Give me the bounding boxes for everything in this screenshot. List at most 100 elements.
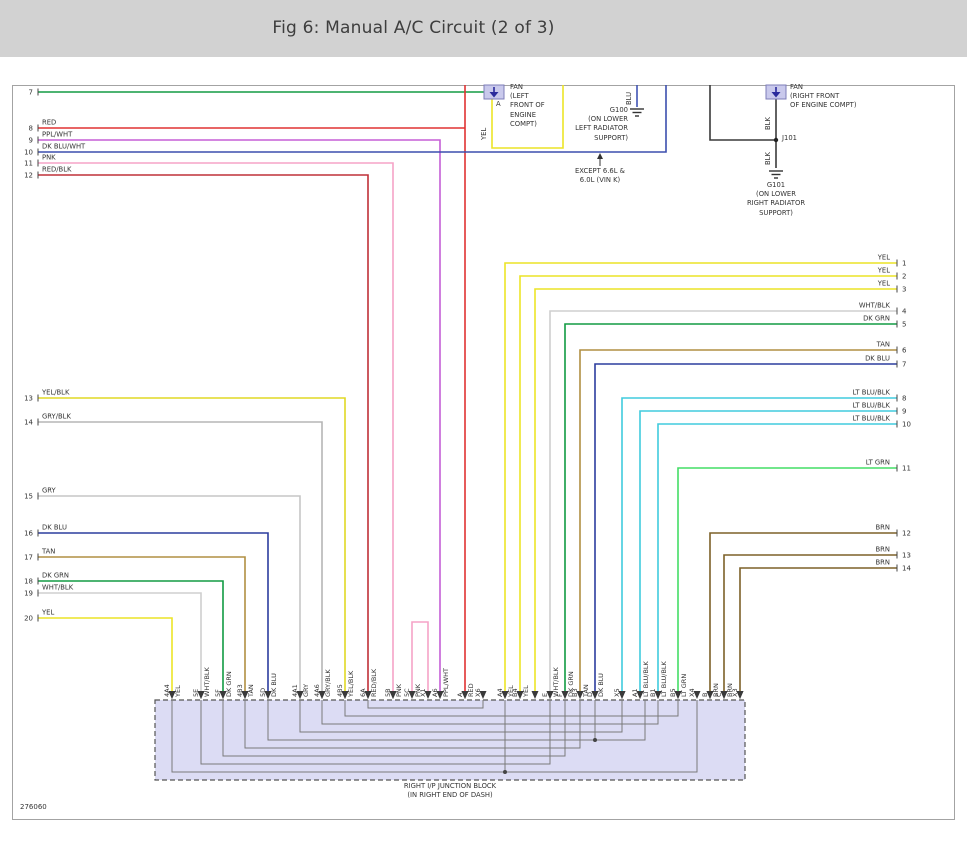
component-label-line: (ON LOWER: [588, 115, 628, 124]
wire-number: 9: [29, 137, 33, 145]
pin-arrow: [389, 691, 397, 699]
pin-id-label: 4A6: [313, 684, 321, 697]
component-label-line: EXCEPT 6.6L &: [575, 167, 625, 175]
wire-color-label: DK BLU: [42, 524, 67, 532]
junction-internal-wire: [321, 700, 659, 725]
pin-arrow: [736, 691, 744, 699]
pin-arrow: [720, 691, 728, 699]
pin-color-label: LT BLU/BLK: [660, 660, 668, 697]
pin-arrow: [296, 691, 304, 699]
wire-color-label: LT BLU/BLK: [853, 415, 891, 423]
wire-color-label: BRN: [876, 546, 890, 554]
wire-right-4: [549, 310, 897, 693]
g101-label: G101 (ON LOWER RIGHT RADIATOR SUPPORT): [736, 181, 816, 218]
component-label-line: LEFT RADIATOR: [575, 124, 628, 133]
pin-arrow: [591, 691, 599, 699]
pin-color-label: LT BLU/BLK: [642, 660, 650, 697]
pin-id-label: X4: [688, 688, 696, 697]
wire-right-3: [534, 288, 897, 693]
pin-id-label: 5D: [259, 688, 267, 697]
pin-color-label: PNK: [395, 683, 403, 697]
wire-number: 12: [24, 172, 33, 180]
wire-number: 12: [902, 530, 911, 538]
pin-arrow: [636, 691, 644, 699]
pin-arrow: [436, 691, 444, 699]
g100-label: G100 (ON LOWER LEFT RADIATOR SUPPORT): [556, 106, 628, 143]
component-label-line: (LEFT: [510, 92, 529, 101]
except-note-arrow: [597, 153, 603, 159]
pin-id-label: A: [456, 692, 464, 697]
pin-color-label: YEL: [174, 685, 182, 698]
pin-id-label: 6A: [359, 688, 367, 697]
component-label-line: FAN: [510, 83, 524, 91]
wire-left-9: [38, 139, 441, 693]
wire-color-label: WHT/BLK: [859, 302, 891, 310]
wire-right-12: [709, 532, 897, 693]
pin-arrow: [531, 691, 539, 699]
pin-id-label: 5F: [214, 689, 222, 697]
pin-color-label: DK BLU: [597, 673, 605, 697]
wire-color-label: RED/BLK: [42, 166, 72, 174]
pin-id-label: B4: [511, 688, 519, 697]
wire-number: 5: [902, 321, 906, 329]
wire-right-9: [639, 410, 897, 693]
component-label-line: RIGHT RADIATOR: [746, 199, 806, 208]
wire-right-1: [504, 262, 897, 693]
wire-color-label: RED: [42, 119, 56, 127]
wire-number: 16: [24, 530, 33, 538]
wire-right-5: [564, 323, 897, 693]
wire-number: 2: [902, 273, 906, 281]
pin-arrow: [241, 691, 249, 699]
pin-id-label: X5: [613, 688, 621, 697]
pin-arrow: [219, 691, 227, 699]
junction-dot: [593, 738, 597, 742]
wire-left-16: [38, 532, 269, 693]
wire-number: 7: [29, 89, 33, 97]
pin-arrow: [408, 691, 416, 699]
wire-number: 7: [902, 361, 906, 369]
pin-arrow: [168, 691, 176, 699]
wire-color-label: DK BLU/WHT: [42, 143, 86, 151]
wire-color-label: LT BLU/BLK: [853, 402, 891, 410]
pin-color-label: BRN: [726, 683, 734, 697]
wire-color-label: YEL: [877, 254, 890, 262]
pin-arrow: [516, 691, 524, 699]
pin-arrow: [561, 691, 569, 699]
wire-color-label: GRY: [42, 487, 57, 495]
wire-right-14: [739, 567, 897, 693]
pin-arrow: [424, 691, 432, 699]
wire-number: 18: [24, 578, 33, 586]
wire-left-14: [38, 421, 323, 693]
fan-arrow-icon: [489, 92, 499, 98]
wire-right-8: [621, 397, 897, 693]
pin-color-label: BRN: [712, 683, 720, 697]
wire-number: 13: [24, 395, 33, 403]
wire-number: 14: [902, 565, 911, 573]
wire-color-label: PPL/WHT: [42, 131, 73, 139]
pin-id-label: X6: [474, 688, 482, 697]
junction-dot: [503, 770, 507, 774]
component-label-line: RIGHT I/P JUNCTION BLOCK: [403, 782, 497, 790]
pnk-jumper-wire: [411, 621, 429, 693]
figure-number: 276060: [20, 803, 47, 811]
wire-left-15: [38, 495, 301, 693]
pin-arrow: [501, 691, 509, 699]
junction-internal-wire: [171, 700, 698, 773]
wire-color-label-vertical: YEL: [480, 128, 488, 141]
component-label-line: ENGINE: [510, 110, 537, 119]
wire-left-12: [38, 174, 369, 693]
pin-arrow: [674, 691, 682, 699]
wire-number: 13: [902, 552, 911, 560]
wire-color-label: PNK: [42, 154, 56, 162]
pin-id-label: A1: [631, 688, 639, 697]
junction-internal-wire: [222, 700, 566, 757]
pin-arrow: [693, 691, 701, 699]
wire-right-7: [594, 363, 897, 693]
pin-id-label: 5E: [192, 689, 200, 697]
wire-color-label: DK BLU: [865, 355, 890, 363]
component-label-line: (ON LOWER: [756, 190, 796, 199]
wire-number: 11: [902, 465, 911, 473]
wire-right-11: [677, 467, 897, 693]
wire-left-17: [38, 556, 246, 693]
